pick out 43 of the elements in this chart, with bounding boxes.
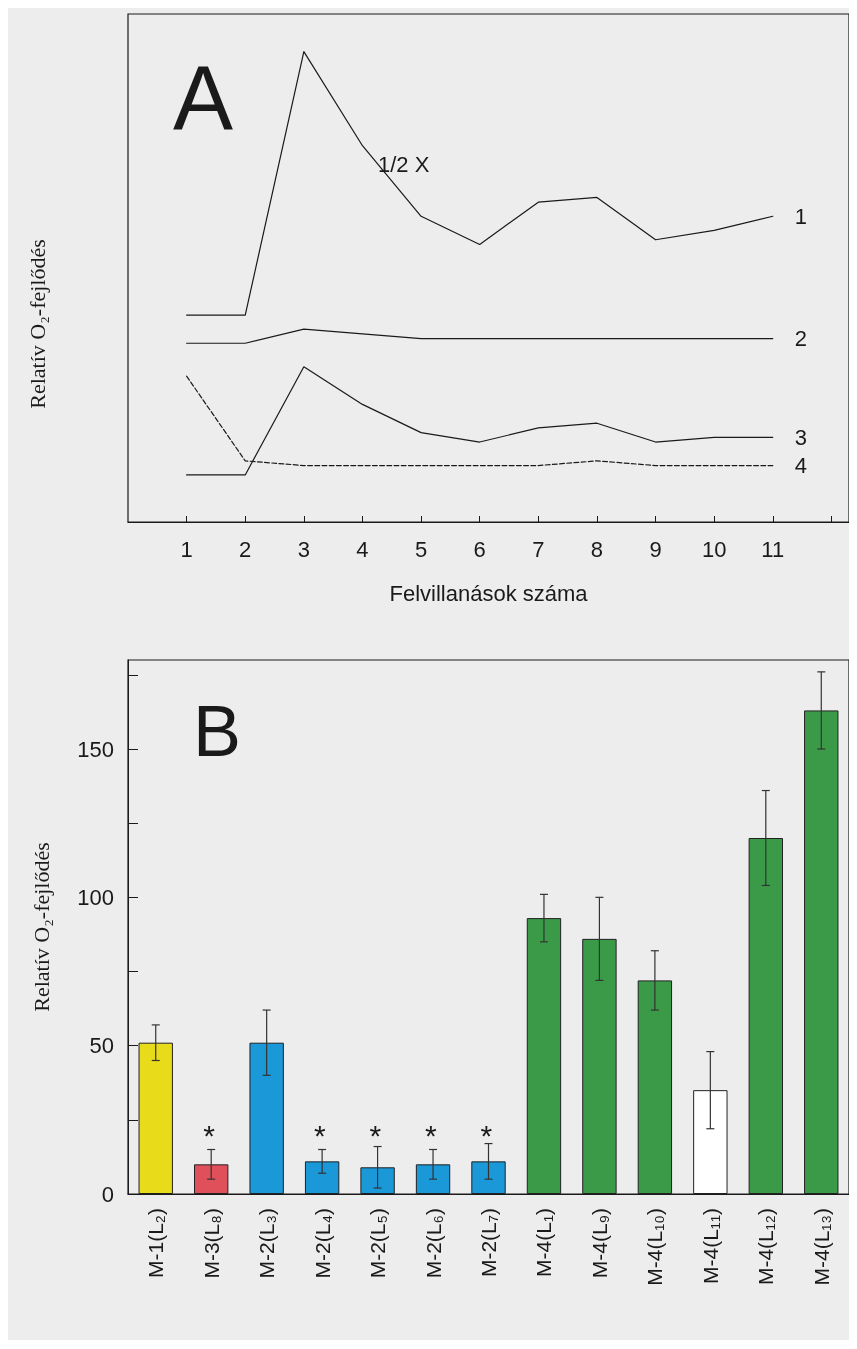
annotation: 1/2 X — [378, 151, 430, 177]
annotation: * — [425, 1118, 438, 1152]
x-tick-label: 3 — [297, 536, 310, 562]
x-tick-label: 4 — [356, 536, 369, 562]
y-axis-title: Relatív O₂-fejlődés — [28, 842, 54, 1012]
x-tick-label: 10 — [701, 536, 727, 562]
x-tick-label: M-4(L₁) — [532, 1208, 556, 1277]
annotation: * — [203, 1118, 216, 1152]
x-tick-label: M-2(L₆) — [421, 1208, 445, 1279]
x-axis-title: Felvillanások száma — [389, 580, 589, 606]
x-tick-label: 2 — [239, 536, 252, 562]
y-tick-label: 150 — [77, 736, 114, 762]
series-label: 2 — [794, 326, 808, 352]
x-tick-label: M-1(L₂) — [144, 1208, 168, 1278]
x-tick-label: M-4(L₁₃) — [809, 1208, 833, 1286]
y-tick-label: 50 — [89, 1033, 114, 1059]
annotation: A — [173, 48, 234, 148]
annotation: * — [314, 1118, 327, 1152]
x-tick-label: 7 — [532, 536, 545, 562]
x-tick-label: M-4(L₁₁) — [698, 1208, 722, 1285]
x-tick-label: 9 — [649, 536, 662, 562]
annotation: * — [369, 1118, 382, 1152]
annotation: * — [480, 1118, 493, 1152]
x-tick-label: M-4(L₁₀) — [643, 1208, 667, 1286]
x-tick-label: 1 — [180, 536, 193, 562]
x-tick-label: M-2(L₇) — [477, 1208, 500, 1278]
x-tick-label: M-2(L₅) — [366, 1208, 390, 1279]
annotation: B — [193, 691, 242, 771]
y-tick-label: 100 — [77, 884, 114, 910]
x-tick-label: M-3(L₈) — [199, 1208, 223, 1279]
x-tick-label: M-4(L₉) — [587, 1208, 611, 1279]
series-label: 4 — [794, 453, 808, 479]
x-tick-label: 5 — [414, 536, 428, 562]
y-axis-title: Relatív O₂-fejlődés — [24, 239, 50, 409]
x-tick-label: 6 — [473, 536, 486, 562]
y-tick-label: 0 — [101, 1181, 114, 1207]
series-label: 3 — [794, 424, 808, 450]
x-tick-label: M-4(L₁₂) — [754, 1208, 778, 1286]
x-tick-label: M-2(L₃) — [255, 1208, 279, 1279]
series-label: 1 — [794, 203, 808, 229]
x-tick-label: 11 — [761, 536, 785, 562]
x-tick-label: M-2(L₄) — [310, 1208, 334, 1279]
x-tick-label: 8 — [590, 536, 604, 562]
